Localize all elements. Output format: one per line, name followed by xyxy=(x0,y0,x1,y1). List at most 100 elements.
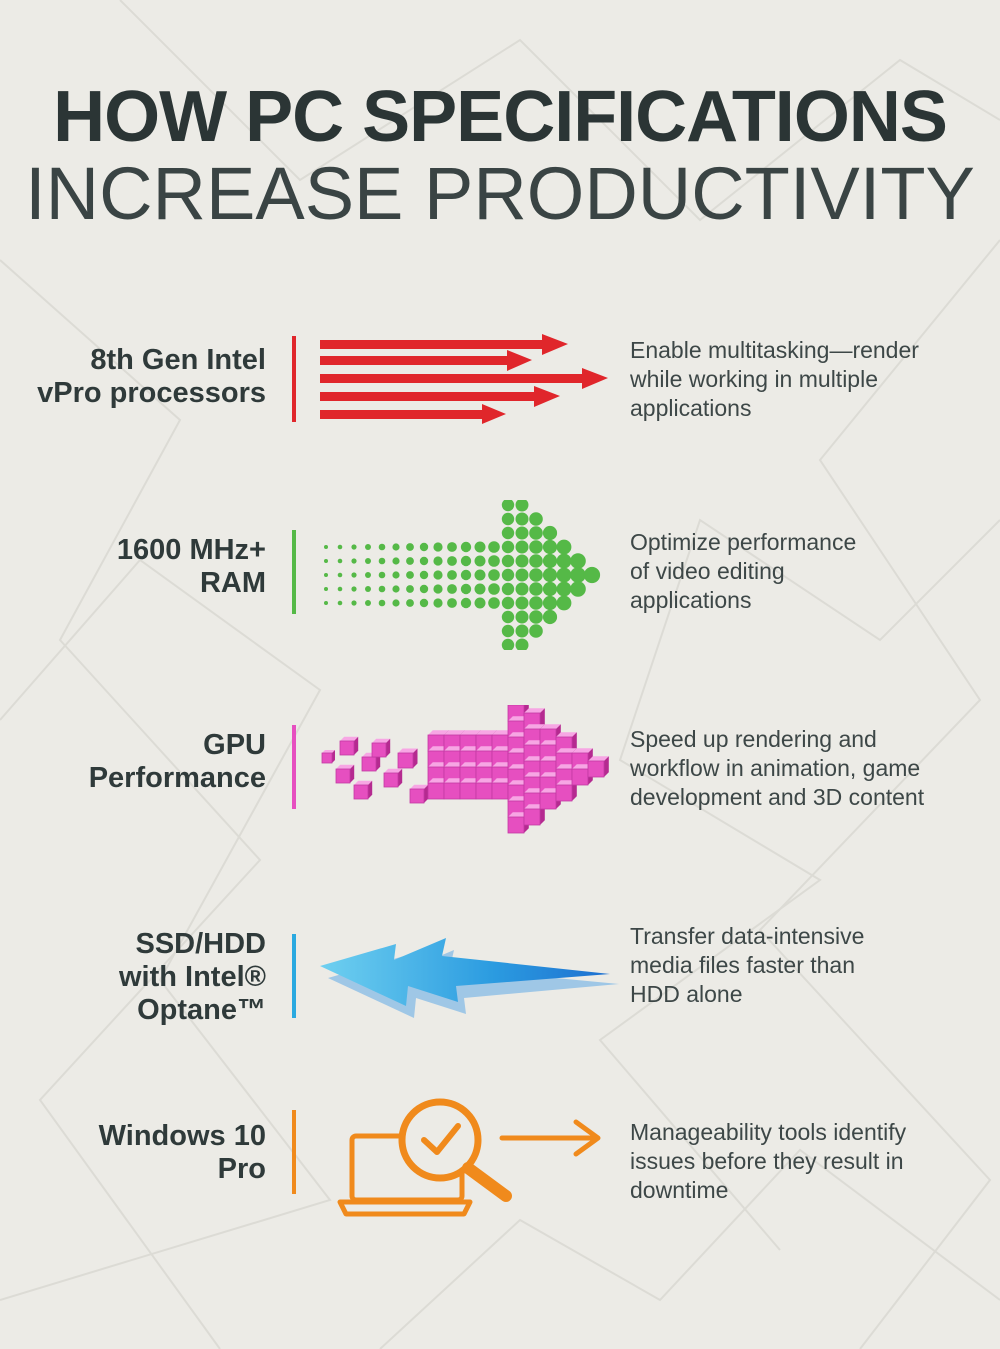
spec-label-line: 8th Gen Intel xyxy=(90,344,266,376)
ram-arrow-dot xyxy=(392,543,400,551)
ram-arrow-dot xyxy=(529,568,543,582)
ram-arrow-dot xyxy=(488,597,500,609)
ram-arrow-dot xyxy=(542,567,558,583)
ram-arrow-dot xyxy=(501,500,515,512)
ram-arrow-dot xyxy=(570,567,586,583)
desc-line: while working in multiple xyxy=(630,366,878,392)
ram-arrow-dot xyxy=(351,572,357,578)
spec-divider xyxy=(292,725,296,809)
ram-arrow-dot xyxy=(570,581,586,597)
ram-arrow-dot xyxy=(529,512,543,526)
gpu-cube xyxy=(409,784,429,804)
ram-arrow-dot xyxy=(474,583,486,595)
ram-arrow-dot xyxy=(529,610,543,624)
ram-arrow-dot xyxy=(515,526,529,540)
ram-arrow-dot xyxy=(406,585,414,593)
ram-arrow-dot xyxy=(324,587,328,591)
spec-row-storage: SSD/HDD with Intel® Optane™ Transfer dat… xyxy=(0,920,1000,1040)
red-speed-arrows-icon xyxy=(320,334,608,424)
ram-arrow-dot xyxy=(378,585,386,593)
ram-arrow-dot xyxy=(378,543,386,551)
ram-arrow-dot xyxy=(365,600,371,606)
spec-row-processors: 8th Gen Intel vPro processors Enable mul… xyxy=(0,330,1000,440)
spec-label-line: Pro xyxy=(217,1153,266,1185)
ram-arrow-dot xyxy=(419,542,429,552)
gpu-cube xyxy=(397,748,418,769)
gpu-cube xyxy=(371,738,391,758)
ram-arrow-dot xyxy=(488,541,500,553)
spec-label-line: vPro processors xyxy=(37,377,266,409)
ram-arrow-dot xyxy=(392,571,400,579)
spec-label-line: Optane™ xyxy=(137,994,266,1026)
green-dotted-arrow-icon xyxy=(324,500,601,650)
desc-line: Speed up rendering and xyxy=(630,726,877,752)
ram-arrow-dot xyxy=(406,543,414,551)
ram-arrow-dot xyxy=(419,570,429,580)
ram-arrow-dot xyxy=(501,554,515,568)
ram-arrow-dot xyxy=(337,558,343,564)
ram-arrow-dot xyxy=(556,539,572,555)
ram-arrow-dot xyxy=(447,598,457,608)
spec-row-gpu: GPU Performance Speed up rendering and w… xyxy=(0,705,1000,845)
gpu-cube xyxy=(523,804,545,826)
ram-arrow-dot xyxy=(501,638,515,650)
ram-arrow-dot xyxy=(337,600,343,606)
ram-arrow-dot xyxy=(474,569,486,581)
ram-arrow-dot xyxy=(515,512,529,526)
ram-arrow-dot xyxy=(542,539,558,555)
title-block: HOW PC SPECIFICATIONS INCREASE PRODUCTIV… xyxy=(0,78,1000,234)
ram-arrow-dot xyxy=(529,554,543,568)
ram-arrow-dot xyxy=(337,572,343,578)
gpu-cube xyxy=(321,750,335,764)
desc-line: workflow in animation, game xyxy=(630,755,921,781)
ram-arrow-dot xyxy=(433,598,443,608)
spec-label: 1600 MHz+ RAM xyxy=(6,534,266,600)
ram-arrow-dot xyxy=(556,595,572,611)
ram-arrow-dot xyxy=(542,553,558,569)
ram-arrow-dot xyxy=(542,525,558,541)
spec-description: Speed up rendering and workflow in anima… xyxy=(630,725,992,812)
gpu-cube xyxy=(571,764,593,786)
spec-description: Transfer data-intensive media files fast… xyxy=(630,922,990,1009)
desc-line: downtime xyxy=(630,1177,729,1203)
spec-description: Optimize performance of video editing ap… xyxy=(630,528,990,615)
ram-arrow-dot xyxy=(501,512,515,526)
desc-line: media files faster than xyxy=(630,952,856,978)
laptop-magnifier-check-icon xyxy=(337,1098,601,1217)
spec-label-line: SSD/HDD xyxy=(135,928,266,960)
ram-arrow-dot xyxy=(515,568,529,582)
blue-lightning-arrow-icon xyxy=(320,938,619,1018)
desc-line: applications xyxy=(630,587,752,613)
ram-arrow-dot xyxy=(542,581,558,597)
ram-arrow-dot xyxy=(447,570,457,580)
ram-arrow-dot xyxy=(324,559,328,563)
ram-arrow-dot xyxy=(419,598,429,608)
ram-arrow-dot xyxy=(501,582,515,596)
title-line-1: HOW PC SPECIFICATIONS xyxy=(53,77,948,157)
ram-arrow-dot xyxy=(515,554,529,568)
spec-divider xyxy=(292,934,296,1018)
ram-arrow-dot xyxy=(488,555,500,567)
ram-arrow-dot xyxy=(447,542,457,552)
pink-cube-arrow-icon xyxy=(321,705,609,834)
ram-arrow-dot xyxy=(324,601,328,605)
ram-arrow-dot xyxy=(501,596,515,610)
ram-arrow-dot xyxy=(433,542,443,552)
ram-arrow-dot xyxy=(460,569,472,581)
spec-divider xyxy=(292,1110,296,1194)
ram-arrow-dot xyxy=(501,568,515,582)
ram-arrow-dot xyxy=(529,596,543,610)
spec-row-windows: Windows 10 Pro Manageability tools ident… xyxy=(0,1090,1000,1220)
ram-arrow-dot xyxy=(337,586,343,592)
ram-arrow-dot xyxy=(406,599,414,607)
ram-arrow-dot xyxy=(392,585,400,593)
ram-arrow-dot xyxy=(501,624,515,638)
ram-arrow-dot xyxy=(433,570,443,580)
desc-line: applications xyxy=(630,395,752,421)
ram-arrow-dot xyxy=(488,583,500,595)
ram-arrow-dot xyxy=(351,600,357,606)
ram-arrow-dot xyxy=(529,526,543,540)
ram-arrow-dot xyxy=(474,597,486,609)
ram-arrow-dot xyxy=(460,541,472,553)
